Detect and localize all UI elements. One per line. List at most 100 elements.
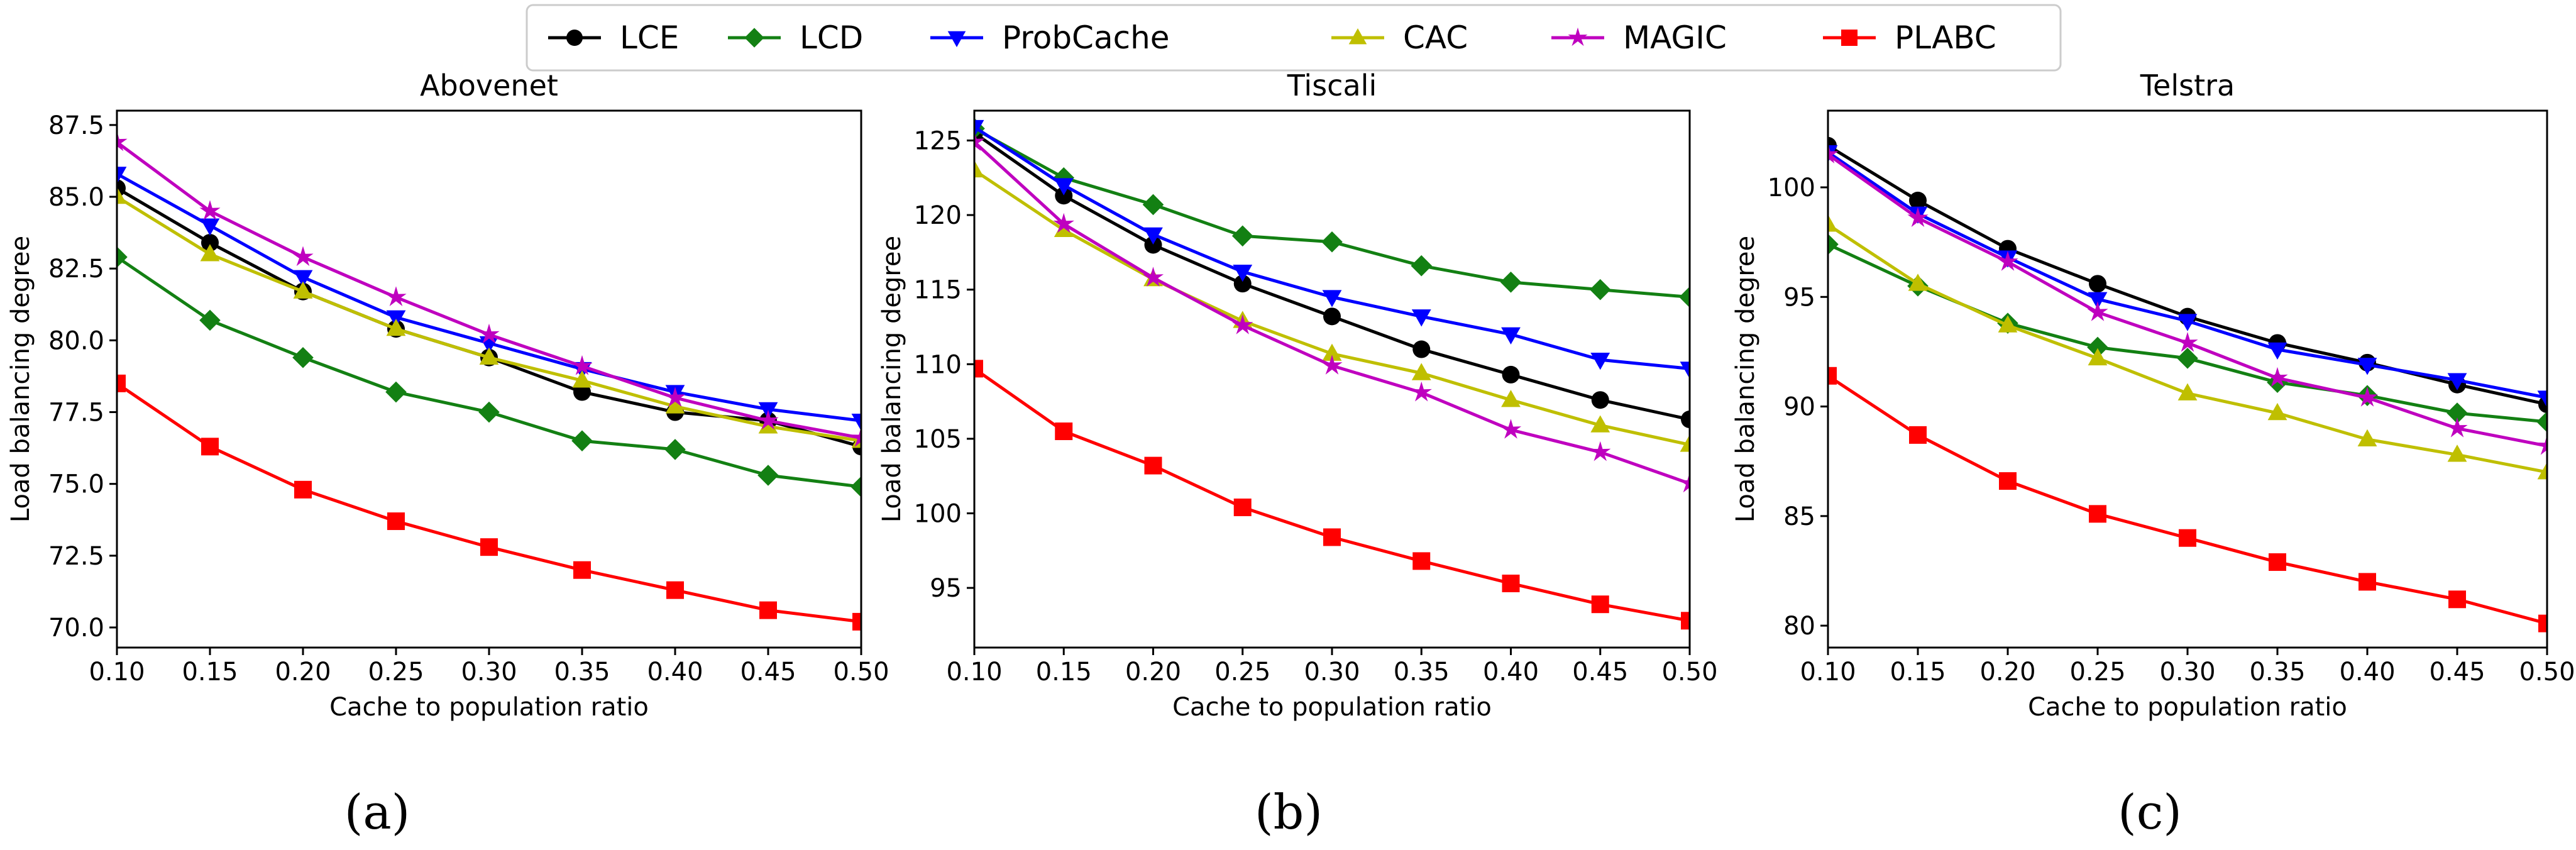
data-point-lcd (385, 381, 407, 403)
x-tick-label: 0.15 (1890, 658, 1946, 687)
data-point-cac (1054, 219, 1074, 237)
legend-marker-triangle-up (1348, 28, 1367, 45)
axes-frame (116, 109, 862, 649)
data-point-plabc (2538, 614, 2547, 632)
data-point-lce (573, 383, 591, 401)
data-point-cac (2537, 462, 2547, 480)
y-tick-label: 72.5 (48, 542, 104, 571)
data-point-lcd (850, 476, 861, 498)
x-tick-label: 0.35 (554, 658, 610, 687)
x-tick-label: 0.40 (2339, 658, 2395, 687)
data-point-magic (1321, 355, 1343, 375)
series-lcd (974, 118, 1690, 308)
legend-label: LCE (620, 19, 679, 56)
data-point-plabc (2179, 529, 2196, 547)
y-tick-label: 105 (914, 425, 962, 454)
data-point-magic (1997, 251, 2018, 271)
data-point-lcd (1679, 286, 1690, 308)
chart-title: Abovenet (420, 69, 558, 102)
chart-title: Telstra (2140, 69, 2235, 102)
series-lce (1828, 136, 2547, 414)
x-tick-label: 0.20 (1979, 658, 2035, 687)
chart-panel-abovenet: Abovenet 0.10 0.15 0.20 0.25 0.30 0.35 0.40 0.45… (6, 69, 889, 840)
y-tick-label: 77.5 (48, 399, 104, 428)
x-tick-label: 0.10 (1800, 658, 1856, 687)
x-tick-label: 0.45 (1572, 658, 1628, 687)
x-tick-label: 0.35 (1394, 658, 1450, 687)
legend-marker-circle (566, 30, 583, 46)
x-tick-label: 0.40 (1483, 658, 1539, 687)
panel-label: (c) (2118, 784, 2182, 840)
data-point-probcache (2537, 390, 2547, 408)
y-tick-label: 90 (1783, 393, 1815, 422)
data-point-lce (1144, 236, 1162, 254)
legend-marker-square (1841, 30, 1858, 46)
legend-label: LCD (800, 19, 863, 56)
series-line-magic (1828, 153, 2547, 448)
data-point-lce (1502, 365, 1520, 384)
data-point-lce (1591, 391, 1609, 409)
legend-marker-diamond (744, 28, 764, 48)
data-point-cac (1828, 214, 1838, 232)
series-group (974, 118, 1690, 630)
data-point-plabc (759, 601, 777, 619)
data-point-plabc (117, 374, 126, 392)
data-point-plabc (294, 480, 312, 499)
x-axis-label: Cache to population ratio (329, 693, 649, 722)
data-point-magic (385, 286, 407, 306)
data-point-magic (292, 246, 314, 267)
series-probcache (1828, 145, 2547, 408)
data-point-magic (2357, 387, 2378, 407)
y-tick-label: 95 (1783, 283, 1815, 312)
data-point-cac (1680, 434, 1690, 452)
legend-label: PLABC (1895, 19, 1996, 56)
y-tick-label: 80 (1783, 612, 1815, 641)
data-point-magic (1500, 419, 1522, 439)
series-magic (1828, 143, 2547, 455)
data-point-lcd (1321, 231, 1343, 253)
series-plabc (974, 360, 1690, 630)
series-line-lcd (117, 255, 861, 488)
series-line-magic (117, 141, 861, 440)
legend-entry-lcd: LCD (728, 19, 863, 56)
legend-label: CAC (1403, 19, 1468, 56)
x-tick-label: 0.25 (2069, 658, 2125, 687)
series-line-plabc (1828, 374, 2547, 626)
data-point-cac (758, 416, 778, 434)
data-point-plabc (387, 512, 405, 531)
data-point-lce (201, 234, 219, 252)
data-point-lce (1323, 307, 1341, 326)
series-plabc (1828, 367, 2547, 632)
legend-entry-cac: CAC (1331, 19, 1468, 56)
data-point-probcache (1143, 227, 1163, 245)
data-point-lce (1055, 187, 1073, 205)
data-point-magic (757, 409, 779, 430)
x-tick-label: 0.50 (2519, 658, 2575, 687)
series-plabc (117, 374, 861, 631)
data-point-lcd (1500, 272, 1522, 293)
axes-frame (973, 109, 1691, 649)
data-point-plabc (2359, 573, 2376, 591)
data-point-probcache (1501, 327, 1521, 345)
x-axis-label: Cache to population ratio (2028, 693, 2347, 722)
data-point-plabc (2448, 590, 2466, 609)
x-tick-label: 0.10 (946, 658, 1002, 687)
data-point-plabc (974, 360, 983, 378)
data-point-lcd (1142, 194, 1164, 216)
data-point-lcd (2177, 348, 2198, 369)
x-tick-label: 0.15 (1036, 658, 1092, 687)
data-point-plabc (1999, 472, 2017, 490)
data-point-cac (1501, 390, 1521, 407)
data-point-lce (2089, 275, 2106, 293)
data-point-magic (1907, 207, 1929, 227)
data-point-magic (2536, 434, 2547, 455)
data-point-probcache (117, 167, 127, 184)
series-group (1828, 136, 2547, 632)
y-tick-label: 80.0 (48, 326, 104, 355)
x-tick-label: 0.25 (1214, 658, 1270, 687)
data-point-magic (2177, 332, 2198, 352)
data-point-cac (117, 186, 127, 204)
data-point-magic (199, 200, 221, 220)
data-point-lcd (199, 309, 221, 331)
